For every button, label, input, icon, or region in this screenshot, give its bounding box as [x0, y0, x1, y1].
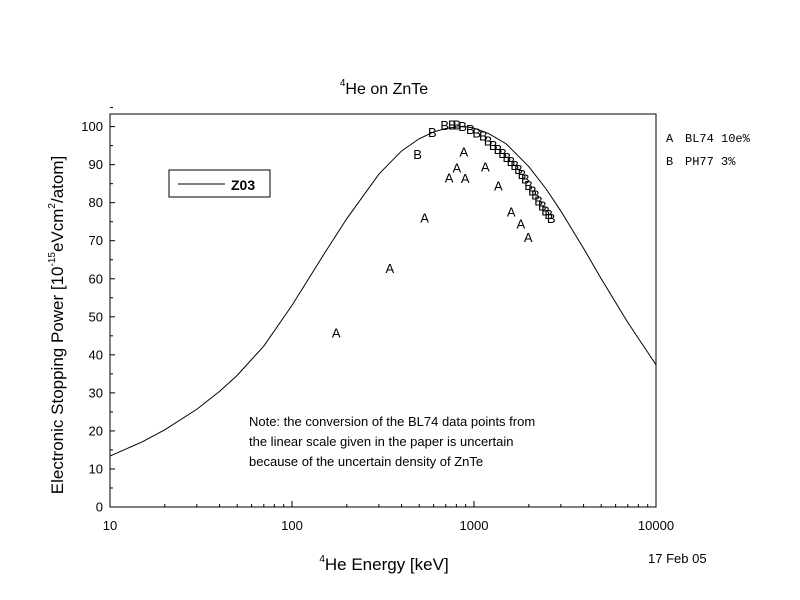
x-axis-label-sup: 4: [319, 554, 325, 565]
side-legend: A BL74 10e% B PH77 3%: [666, 132, 751, 169]
series-b-point: B: [541, 203, 550, 218]
series-z03-line: [109, 126, 657, 457]
note-line-1: Note: the conversion of the BL74 data po…: [249, 414, 535, 429]
y-axis-label-suffix: /atom]: [48, 156, 67, 203]
y-tick-label: 0: [96, 500, 103, 515]
y-tick-label: 60: [89, 271, 103, 286]
series-b-point: B: [514, 162, 523, 177]
series-b-point: B: [479, 129, 488, 144]
x-tick-label: 100: [281, 518, 303, 533]
series-a-point: A: [386, 261, 395, 276]
legend-entry-z03: Z03: [231, 177, 255, 193]
y-tick-label: 30: [89, 385, 103, 400]
side-legend-a-marker: A: [666, 132, 674, 146]
series-a-point: A: [332, 325, 341, 340]
curve-layer: [109, 126, 657, 457]
series-b-point: B: [518, 167, 527, 182]
note-line-2: the linear scale given in the paper is u…: [249, 434, 514, 449]
series-b-point: B: [524, 178, 533, 193]
series-b-point: B: [413, 147, 422, 162]
series-b-point: B: [484, 133, 493, 148]
series-b-point: B: [521, 171, 530, 186]
date-stamp: 17 Feb 05: [648, 551, 707, 566]
series-b-point: B: [448, 117, 457, 132]
x-tick-label: 1000: [460, 518, 489, 533]
series-b-point: B: [466, 122, 475, 137]
series-a-point: A: [481, 160, 490, 175]
y-tick-label: 90: [89, 157, 103, 172]
series-a-point: A: [494, 179, 503, 194]
series-b-point: B: [547, 211, 556, 226]
chart-title-text: He on ZnTe: [345, 81, 428, 98]
series-a-point: A: [517, 217, 526, 232]
series-b-point: B: [502, 150, 511, 165]
series-b-point: B: [440, 118, 449, 133]
series-b-point: B: [531, 188, 540, 203]
series-a-point: A: [445, 171, 454, 186]
series-b-point: B: [510, 158, 519, 173]
y-axis: 0 10 20 30 40 50 60 70 80 90 100: [81, 107, 115, 515]
y-axis-label-mid: eVcm: [48, 209, 67, 252]
y-tick-label: 20: [89, 423, 103, 438]
y-axis-label-sup2: 2: [47, 203, 58, 209]
note-line-3: because of the uncertain density of ZnTe: [249, 454, 483, 469]
series-b-point: B: [494, 142, 503, 157]
series-a-point: A: [420, 211, 429, 226]
x-axis-label: 4He Energy [keV]: [319, 554, 448, 574]
series-a-point: A: [460, 145, 469, 160]
series-b-point: B: [507, 154, 516, 169]
x-axis-label-text: He Energy [keV]: [325, 555, 449, 574]
series-b-point: B: [458, 119, 467, 134]
series-b-point: B: [428, 125, 437, 140]
x-tick-label: 10000: [638, 518, 674, 533]
series-b-point: B: [489, 138, 498, 153]
y-axis-label-prefix: Electronic Stopping Power [10: [48, 266, 67, 494]
x-tick-label: 10: [103, 518, 117, 533]
y-tick-label: 50: [89, 309, 103, 324]
y-tick-label: 10: [89, 461, 103, 476]
side-legend-b-label: PH77 3%: [685, 155, 736, 169]
x-axis: 10 100 1000 10000: [103, 501, 674, 533]
series-b-point: B: [538, 199, 547, 214]
series-a-point: A: [453, 160, 462, 175]
series-b-point: B: [498, 146, 507, 161]
plot-frame: [109, 113, 657, 508]
legend: Z03: [168, 169, 271, 198]
y-tick-label: 80: [89, 195, 103, 210]
side-legend-a-label: BL74 10e%: [685, 132, 751, 146]
y-axis-label-sup1: -15: [47, 252, 58, 267]
series-a-point: A: [507, 204, 516, 219]
y-tick-label: 40: [89, 347, 103, 362]
series-a-point: A: [524, 230, 533, 245]
y-tick-label: 70: [89, 233, 103, 248]
chart-title-sup: 4: [340, 78, 346, 89]
series-a-point: A: [461, 171, 470, 186]
y-tick-label: 100: [81, 119, 103, 134]
side-legend-b-marker: B: [666, 155, 673, 169]
note: Note: the conversion of the BL74 data po…: [249, 414, 535, 469]
series-b-point: B: [453, 117, 462, 132]
series-b-point: B: [472, 126, 481, 141]
series-b-point: B: [528, 184, 537, 199]
series-b-point: B: [534, 193, 543, 208]
y-axis-label: Electronic Stopping Power [10-15eVcm2/at…: [47, 156, 67, 494]
series-b-point: B: [544, 207, 553, 222]
chart-title: 4He on ZnTe: [340, 78, 428, 98]
